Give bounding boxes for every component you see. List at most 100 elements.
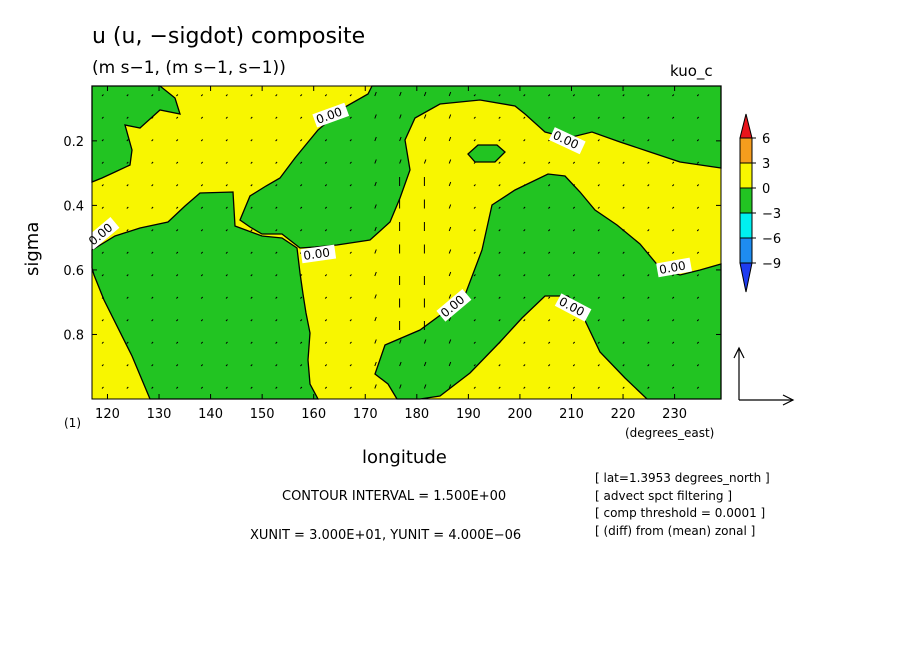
vector-arrow: [672, 229, 675, 232]
vector-arrow: [548, 364, 551, 367]
vector-arrow: [275, 251, 278, 254]
vector-arrow: [176, 386, 179, 389]
vector-arrow: [176, 161, 179, 164]
vector-arrow: [672, 341, 675, 344]
vector-arrow: [572, 319, 576, 322]
vector-arrow: [548, 161, 551, 164]
vector-arrow: [275, 184, 278, 187]
reference-vector: [733, 346, 795, 406]
vector-arrow: [597, 229, 600, 232]
plot-area: 0.000.000.000.000.000.000.00: [84, 85, 722, 400]
vector-arrow: [324, 94, 328, 97]
vector-arrow: [647, 251, 650, 254]
vector-arrow: [374, 316, 377, 322]
vector-arrow: [572, 184, 576, 187]
x-tick-label: 200: [508, 407, 533, 422]
vector-arrow: [448, 181, 452, 187]
vector-arrow: [225, 296, 228, 299]
chart-subtitle: (m s−1, (m s−1, s−1)): [92, 58, 286, 78]
vector-arrow: [448, 316, 452, 322]
vector-arrow: [672, 364, 675, 367]
vector-arrow: [349, 296, 352, 299]
vector-arrow: [572, 386, 576, 389]
colorbar: 6 3 0 −3 −6 −9: [739, 113, 781, 293]
vector-arrow: [200, 94, 204, 97]
vector-arrow: [597, 161, 600, 164]
vector-arrow: [498, 184, 501, 187]
note-line: [ comp threshold = 0.0001 ]: [595, 506, 766, 520]
vector-arrow: [151, 251, 154, 254]
vector-arrow: [572, 251, 576, 254]
vector-arrow: [399, 114, 402, 119]
notes-block: [ lat=1.3953 degrees_north ] [ advect sp…: [595, 470, 770, 540]
vector-arrow: [101, 251, 104, 254]
vector-arrow: [176, 184, 179, 187]
vector-arrow: [349, 274, 352, 277]
vector-arrow: [374, 114, 377, 119]
vector-arrow: [498, 364, 501, 367]
vector-arrow: [548, 251, 551, 254]
vector-arrow: [101, 386, 104, 389]
vector-arrow: [672, 161, 675, 164]
vector-arrow: [597, 139, 600, 142]
vector-arrow: [225, 341, 228, 344]
vector-arrow: [597, 386, 600, 389]
vector-arrow: [523, 161, 526, 164]
vector-arrow: [647, 94, 650, 97]
vector-arrow: [101, 206, 104, 209]
vector-arrow: [622, 341, 625, 344]
vector-arrow: [349, 139, 352, 142]
colorbar-label: −6: [762, 232, 781, 247]
vector-arrow: [597, 116, 600, 119]
vector-arrow: [498, 386, 501, 389]
vector-arrow: [374, 136, 377, 142]
colorbar-segment: [739, 212, 753, 239]
vector-arrow: [696, 296, 700, 299]
x-tick-label: 190: [456, 407, 481, 422]
y-tick-label: 0.6: [63, 264, 84, 279]
vector-arrow: [597, 94, 600, 97]
vector-arrow: [523, 319, 526, 322]
vector-arrow: [349, 386, 352, 389]
vector-arrow: [523, 116, 526, 119]
vector-arrow: [200, 364, 204, 367]
vector-arrow: [597, 296, 600, 299]
vector-arrow: [250, 319, 253, 322]
vector-arrow: [300, 184, 303, 187]
vector-arrow: [126, 139, 129, 142]
vector-arrow: [250, 341, 253, 344]
vector-arrow: [498, 139, 501, 142]
vector-arrow: [696, 184, 700, 187]
vector-arrow: [672, 274, 675, 277]
vector-arrow: [597, 364, 600, 367]
vector-arrow: [548, 274, 551, 277]
vector-arrow: [374, 204, 377, 209]
vector-arrow: [200, 319, 204, 322]
vector-arrow: [250, 94, 253, 97]
vector-arrow: [498, 116, 501, 119]
vector-arrow: [597, 184, 600, 187]
vector-arrow: [399, 384, 402, 389]
case-tag: kuo_c: [670, 62, 713, 80]
vector-arrow: [101, 341, 104, 344]
vector-arrow: [498, 341, 501, 344]
vector-arrow: [696, 139, 700, 142]
vector-arrow: [672, 206, 675, 209]
vector-arrow: [622, 319, 625, 322]
vector-arrow: [572, 161, 576, 164]
contour-label-bg: [300, 244, 337, 264]
vector-arrow: [250, 251, 253, 254]
vector-arrow: [225, 386, 228, 389]
vector-arrow: [324, 184, 328, 187]
vector-arrow: [225, 139, 228, 142]
x-tick-label: 120: [95, 407, 120, 422]
contour-label-bg: [656, 257, 693, 278]
vector-arrow: [151, 364, 154, 367]
vector-arrow: [696, 116, 700, 119]
x-tick-label: 180: [404, 407, 429, 422]
vector-arrow: [200, 274, 204, 277]
negative-region: [91, 191, 320, 400]
vector-arrow: [275, 341, 278, 344]
vector-arrow: [572, 364, 576, 367]
vector-arrow: [473, 319, 476, 322]
